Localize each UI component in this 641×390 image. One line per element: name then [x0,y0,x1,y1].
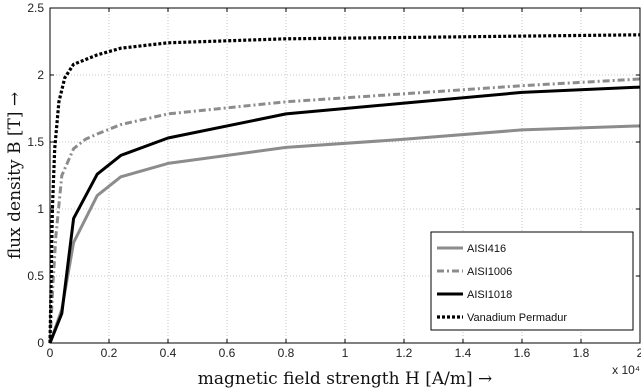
y-tick-label: 1 [37,202,44,216]
x-tick-label: 0.6 [219,346,236,360]
x-tick-label: 1.8 [573,346,590,360]
y-axis-label: flux density B [T] → [5,92,25,259]
y-tick-label: 0 [37,336,44,350]
y-tick-label: 2 [37,68,44,82]
series-line-aisi1018 [48,85,641,344]
legend: AISI416 AISI1006 AISI1018 Vanadium Permadur [430,231,634,331]
series-line-aisi1006 [48,77,641,344]
legend-label: AISI1006 [467,266,512,278]
x-axis-multiplier: x 10⁴ [612,363,640,377]
x-tick-label: 1 [342,346,349,360]
x-axis-label: magnetic field strength H [A/m] → [198,369,493,389]
x-tick-label: 0.2 [101,346,118,360]
x-tick-label: 0.8 [278,346,295,360]
legend-label: AISI416 [467,243,506,255]
x-tick-label: 1.6 [514,346,531,360]
x-tick-label: 1.2 [396,346,413,360]
series-group [48,33,641,344]
legend-label: AISI1018 [467,289,512,301]
axis-ticks: 0 0.2 0.4 0.6 0.8 1 1.2 1.4 1.6 1.8 2 0 0.5 1 1.5 2 2.5 [27,1,641,360]
y-tick-label: 2.5 [27,1,44,15]
legend-box [430,231,634,331]
legend-label: Vanadium Permadur [467,312,567,324]
y-tick-label: 0.5 [27,269,44,283]
series-line-vanadium-permadur [48,33,641,344]
x-tick-label: 0.4 [160,346,177,360]
y-tick-label: 1.5 [27,135,44,149]
x-tick-label: 2 [637,346,641,360]
x-tick-label: 1.4 [455,346,472,360]
x-tick-label: 0 [47,346,54,360]
